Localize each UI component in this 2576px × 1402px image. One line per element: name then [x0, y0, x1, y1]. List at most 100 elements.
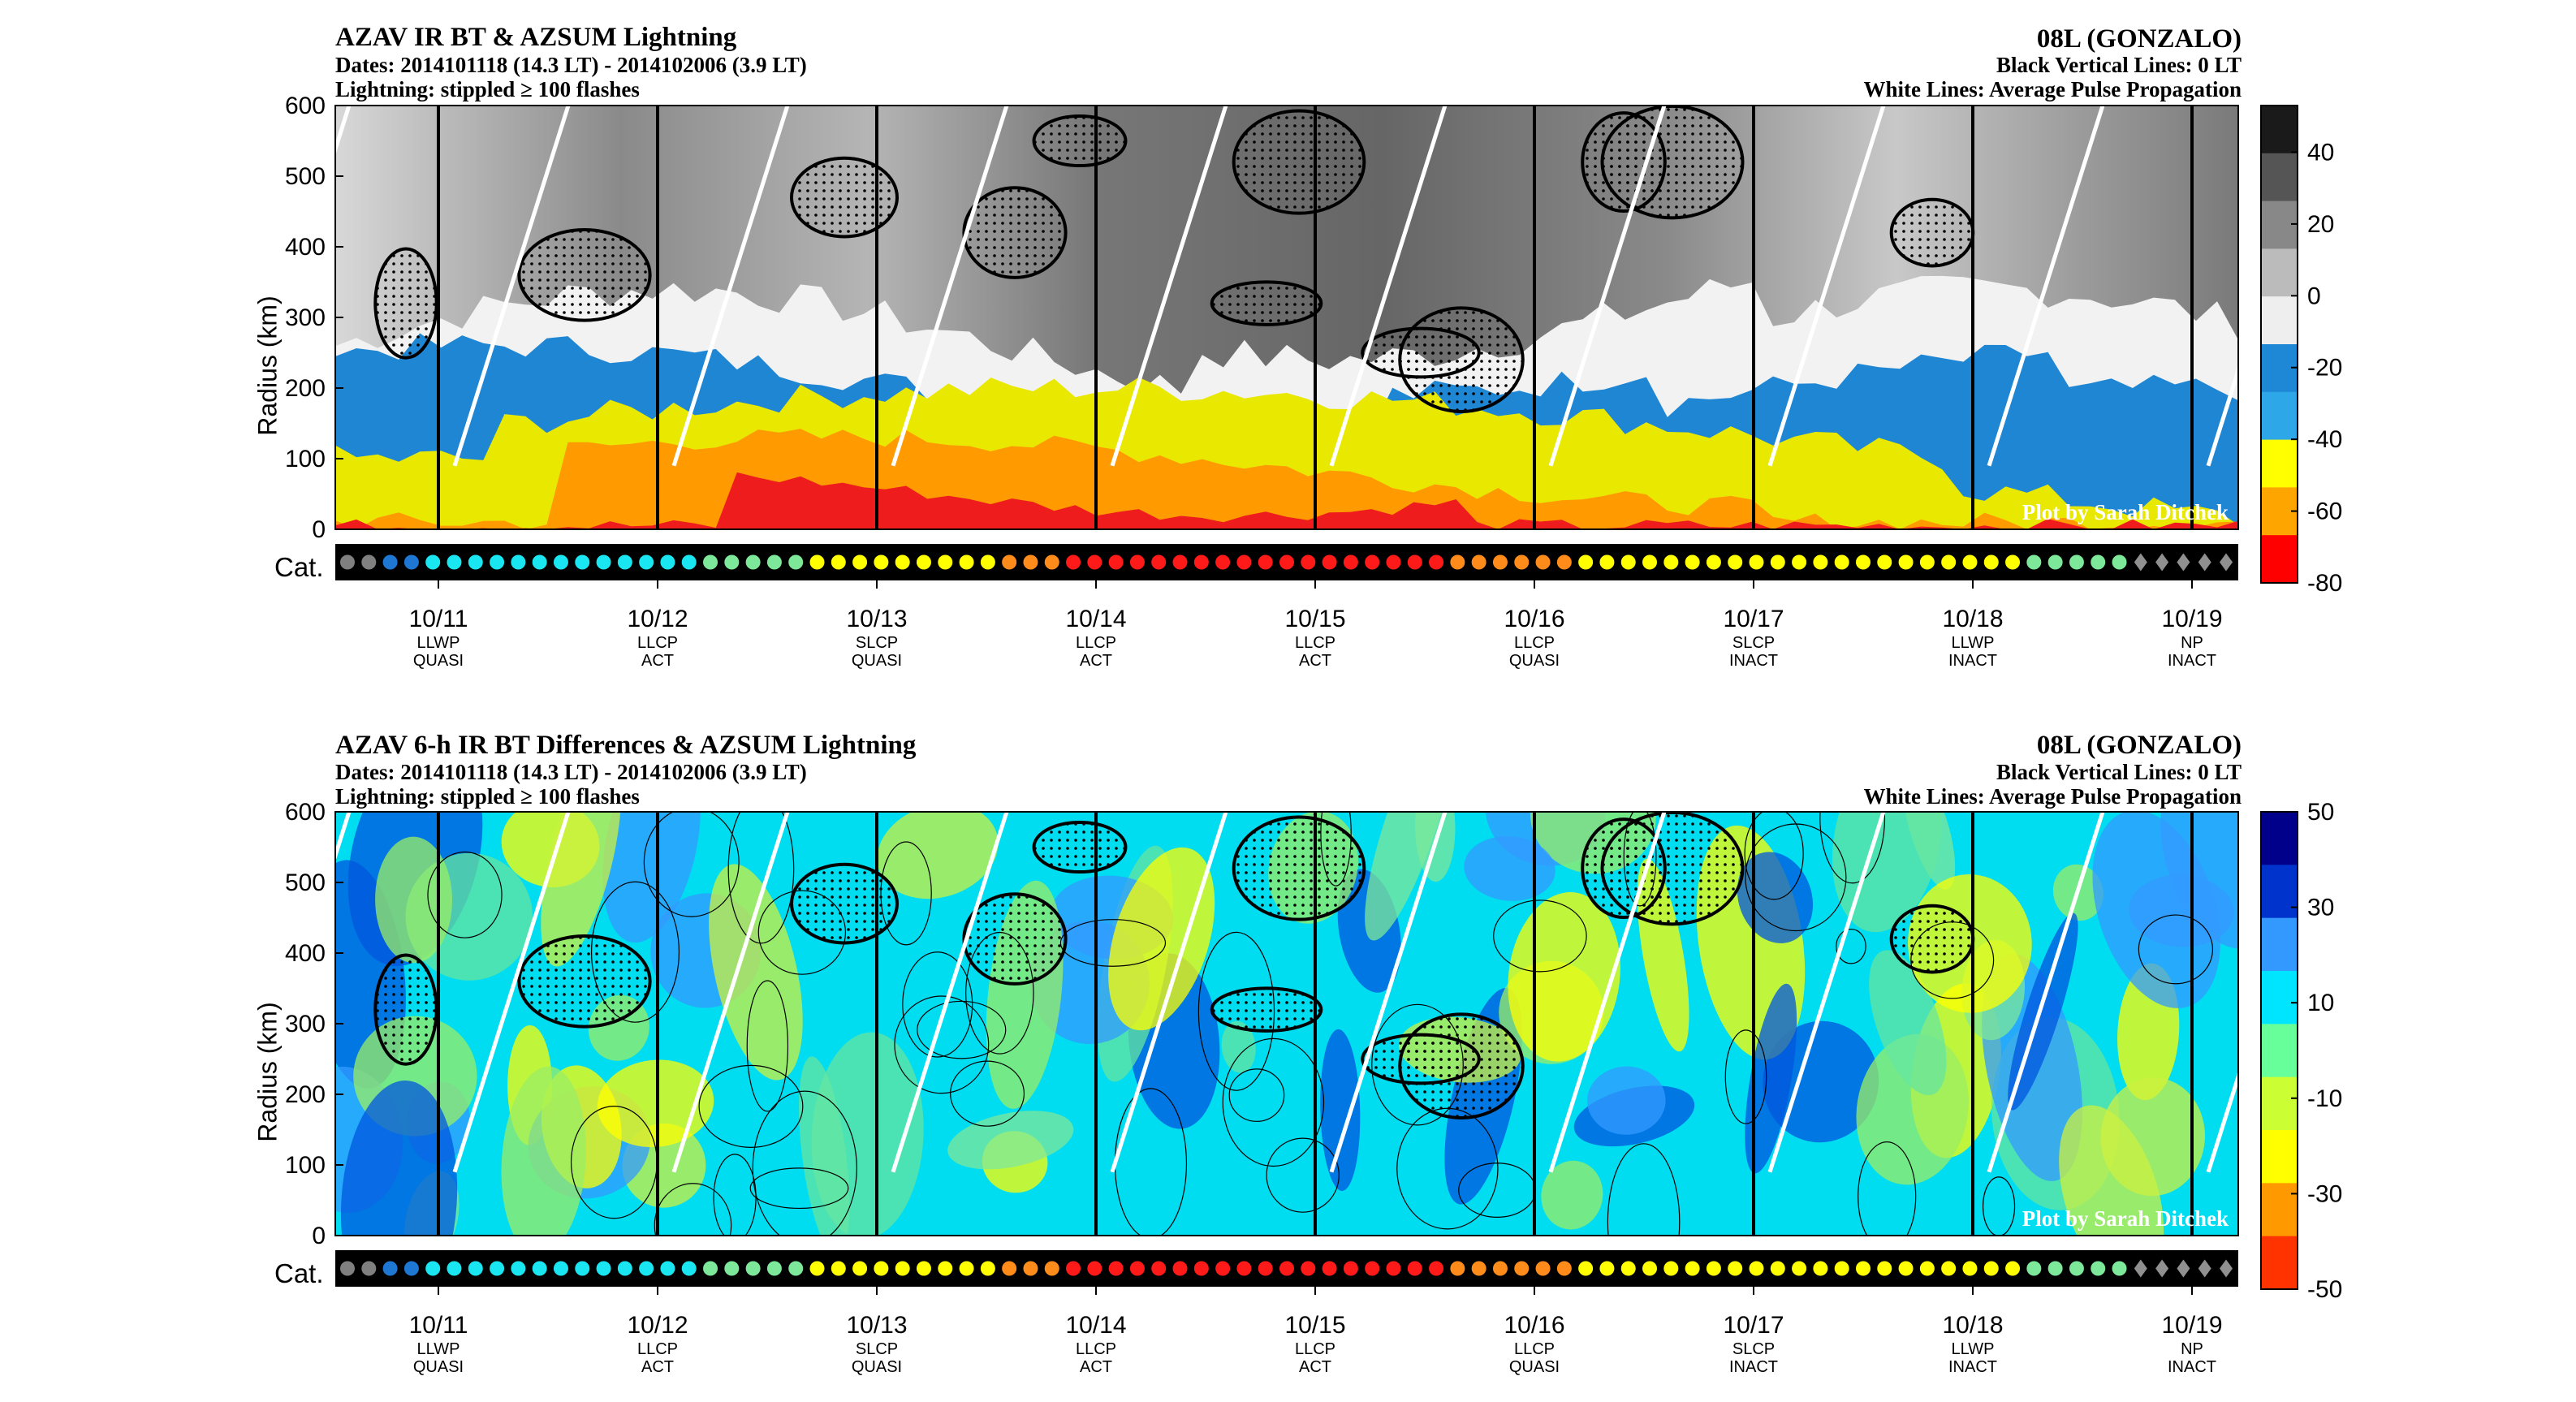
pulse-propagation-line	[1329, 106, 1448, 467]
vertical-lines-note: Black Vertical Lines: 0 LT	[1996, 760, 2242, 784]
category-marker	[852, 1261, 868, 1276]
diff-anomaly	[1464, 836, 1556, 901]
lightning-region	[373, 953, 438, 1066]
pulse-propagation-line	[671, 812, 790, 1173]
contour-line	[1607, 1143, 1681, 1236]
date-label: 10/19	[2161, 606, 2222, 632]
category-marker	[1215, 1261, 1231, 1276]
panel-ir-bt: AZAV IR BT & AZSUM Lightning Dates: 2014…	[0, 0, 2576, 698]
credit-text: Plot by Sarah Ditchek	[2022, 500, 2229, 524]
lightning-region	[790, 862, 899, 945]
colorbar-segment	[2261, 1024, 2298, 1078]
category-marker	[2112, 1261, 2127, 1276]
category-marker	[1215, 554, 1231, 570]
lightning-region	[1398, 1012, 1525, 1119]
category-marker	[1834, 1261, 1849, 1276]
lightning-region	[1210, 986, 1323, 1033]
colorbar-segment	[2261, 1183, 2298, 1237]
activity-label: ACT	[1080, 1358, 1112, 1376]
category-marker	[1983, 1261, 1999, 1276]
category-marker	[1855, 554, 1871, 570]
category-marker	[959, 1261, 974, 1276]
category-marker	[511, 554, 526, 570]
contour-line	[1228, 1068, 1285, 1122]
category-marker	[1599, 554, 1615, 570]
category-marker	[1770, 554, 1785, 570]
lightning-region	[517, 934, 652, 1029]
category-marker	[2005, 554, 2021, 570]
contour-line	[727, 812, 795, 944]
category-marker-np	[2134, 553, 2147, 572]
credit-text: Plot by Sarah Ditchek	[2022, 1206, 2229, 1231]
date-label: 10/17	[1723, 1312, 1784, 1339]
category-marker	[1514, 554, 1530, 570]
category-marker	[1365, 554, 1380, 570]
category-marker	[1962, 554, 1978, 570]
contour-line	[746, 980, 789, 1112]
category-marker	[1002, 554, 1017, 570]
category-marker	[532, 554, 547, 570]
phase-label: LLWP	[417, 634, 460, 652]
diff-anomaly	[375, 836, 452, 964]
plot-area	[335, 106, 2238, 529]
category-marker	[1556, 554, 1572, 570]
y-tick-label: 400	[285, 940, 326, 967]
category-marker	[447, 554, 462, 570]
category-marker	[1877, 554, 1892, 570]
category-marker	[809, 1261, 825, 1276]
category-marker	[1129, 1261, 1145, 1276]
activity-label: QUASI	[1509, 1358, 1560, 1376]
phase-label: LLCP	[1514, 634, 1555, 652]
category-marker	[809, 554, 825, 570]
category-marker	[724, 1261, 740, 1276]
category-marker	[2026, 1261, 2042, 1276]
phase-label: SLCP	[856, 1340, 898, 1358]
contour-line	[917, 1000, 1007, 1059]
contour-line	[894, 995, 990, 1094]
colorbar-segment	[2261, 1236, 2298, 1290]
category-marker	[1813, 1261, 1828, 1276]
lightning-region	[1600, 106, 1745, 220]
category-marker	[1663, 554, 1679, 570]
date-label: 10/16	[1504, 1312, 1564, 1339]
contour-line	[427, 851, 503, 938]
diff-anomaly	[2059, 1105, 2164, 1236]
storm-name: 08L (GONZALO)	[2036, 24, 2242, 54]
category-marker	[1941, 554, 1957, 570]
lightning-region	[1398, 306, 1525, 413]
date-label: 10/11	[409, 1312, 468, 1339]
category-marker	[639, 554, 654, 570]
date-label: 10/11	[409, 606, 468, 632]
category-label: Cat.	[274, 552, 324, 582]
category-marker	[1023, 1261, 1038, 1276]
colorbar-segment	[2261, 917, 2298, 972]
diff-anomaly	[1587, 1066, 1666, 1135]
category-marker	[1492, 554, 1508, 570]
category-marker	[1620, 554, 1636, 570]
colorbar-segment	[2261, 201, 2298, 250]
category-marker	[660, 554, 675, 570]
category-marker	[1919, 1261, 1935, 1276]
diff-anomaly	[1737, 852, 1814, 943]
category-marker	[1172, 554, 1188, 570]
diff-anomaly	[2092, 812, 2220, 1008]
category-marker	[2005, 1261, 2021, 1276]
category-marker	[1108, 1261, 1124, 1276]
date-label: 10/14	[1065, 1312, 1126, 1339]
category-marker	[1044, 1261, 1059, 1276]
contour-line	[643, 812, 740, 917]
category-marker	[724, 554, 740, 570]
category-marker	[1706, 1261, 1721, 1276]
panel-lightning-note: Lightning: stippled ≥ 100 flashes	[335, 784, 640, 809]
panel-title: AZAV IR BT & AZSUM Lightning	[335, 23, 737, 52]
category-marker	[1749, 554, 1764, 570]
date-label: 10/13	[846, 1312, 907, 1339]
phase-label: LLCP	[637, 634, 678, 652]
category-marker	[1706, 554, 1721, 570]
category-marker	[639, 1261, 654, 1276]
pulse-propagation-line	[891, 812, 1009, 1173]
category-marker	[1492, 1261, 1508, 1276]
category-marker	[766, 554, 782, 570]
category-marker	[403, 1261, 419, 1276]
category-marker	[831, 1261, 846, 1276]
